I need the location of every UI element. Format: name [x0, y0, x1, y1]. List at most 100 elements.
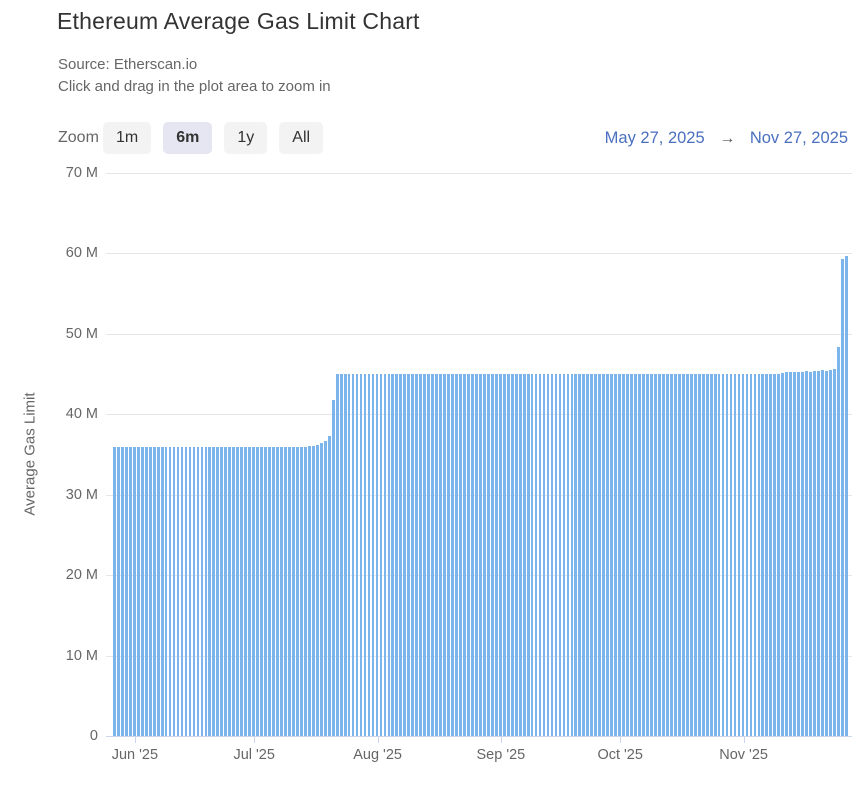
bar[interactable] — [757, 374, 761, 736]
bar[interactable] — [510, 374, 514, 736]
bar[interactable] — [415, 374, 419, 736]
bar[interactable] — [817, 370, 820, 736]
zoom-button-1y[interactable]: 1y — [224, 122, 268, 154]
bar[interactable] — [534, 374, 538, 736]
bar[interactable] — [451, 374, 454, 736]
bar[interactable] — [164, 447, 168, 736]
bar[interactable] — [403, 374, 407, 736]
bar[interactable] — [797, 372, 801, 736]
zoom-button-1m[interactable]: 1m — [103, 122, 152, 154]
bar[interactable] — [677, 374, 681, 736]
bar[interactable] — [833, 369, 836, 736]
bar[interactable] — [825, 370, 828, 736]
bar[interactable] — [431, 374, 435, 736]
bar[interactable] — [697, 374, 701, 736]
bar[interactable] — [701, 374, 705, 736]
bar[interactable] — [602, 374, 606, 736]
bar[interactable] — [272, 447, 275, 736]
bar[interactable] — [538, 374, 542, 736]
bar[interactable] — [228, 447, 232, 736]
bar[interactable] — [459, 374, 462, 736]
bar[interactable] — [216, 447, 220, 736]
bar[interactable] — [781, 373, 785, 736]
bar[interactable] — [240, 447, 244, 736]
bar[interactable] — [526, 374, 530, 736]
bar[interactable] — [339, 374, 343, 736]
bar[interactable] — [729, 374, 733, 736]
bar[interactable] — [486, 374, 490, 736]
bar[interactable] — [375, 374, 379, 736]
bar[interactable] — [665, 374, 669, 736]
bar[interactable] — [152, 447, 156, 736]
bar[interactable] — [662, 374, 665, 736]
bar[interactable] — [391, 374, 395, 736]
bar[interactable] — [610, 374, 614, 736]
bar[interactable] — [395, 374, 399, 736]
bar[interactable] — [132, 447, 136, 736]
bar[interactable] — [761, 374, 765, 736]
bar[interactable] — [654, 374, 657, 736]
bar[interactable] — [693, 374, 697, 736]
bar[interactable] — [598, 374, 602, 736]
bar[interactable] — [821, 370, 824, 736]
bar[interactable] — [212, 447, 216, 736]
bar[interactable] — [570, 374, 574, 736]
bar[interactable] — [355, 374, 359, 736]
bar[interactable] — [148, 447, 152, 736]
bar[interactable] — [482, 374, 486, 736]
bar[interactable] — [638, 374, 641, 736]
bar[interactable] — [841, 259, 844, 736]
zoom-button-6m[interactable]: 6m — [163, 122, 213, 154]
bar[interactable] — [685, 374, 689, 736]
bar[interactable] — [753, 374, 757, 736]
bar[interactable] — [498, 374, 502, 736]
bar[interactable] — [594, 374, 598, 736]
bar[interactable] — [359, 374, 363, 736]
bar[interactable] — [558, 374, 562, 736]
bar[interactable] — [383, 374, 387, 736]
zoom-button-all[interactable]: All — [279, 122, 324, 154]
bar[interactable] — [837, 346, 840, 736]
bar[interactable] — [124, 447, 128, 736]
bar[interactable] — [646, 374, 649, 736]
bar[interactable] — [745, 374, 749, 736]
bar[interactable] — [618, 374, 622, 736]
bar[interactable] — [634, 374, 637, 736]
bar[interactable] — [793, 371, 797, 736]
bar[interactable] — [292, 447, 295, 736]
bar[interactable] — [427, 374, 431, 736]
bar[interactable] — [642, 374, 645, 736]
bar[interactable] — [439, 374, 442, 736]
bar[interactable] — [650, 374, 653, 736]
bar[interactable] — [264, 447, 267, 736]
bar[interactable] — [582, 374, 586, 736]
bar[interactable] — [116, 447, 120, 736]
bar[interactable] — [689, 374, 693, 736]
bar[interactable] — [113, 447, 116, 736]
bar[interactable] — [518, 374, 522, 736]
bar[interactable] — [590, 374, 594, 736]
bar[interactable] — [299, 447, 303, 736]
bar[interactable] — [343, 374, 347, 736]
bar[interactable] — [200, 447, 204, 736]
bar[interactable] — [208, 447, 212, 736]
bar[interactable] — [244, 447, 248, 736]
bar[interactable] — [467, 374, 470, 736]
bar[interactable] — [248, 447, 252, 736]
bar[interactable] — [717, 374, 721, 736]
bar[interactable] — [733, 374, 737, 736]
bar[interactable] — [435, 374, 439, 736]
bar[interactable] — [550, 374, 554, 736]
bar[interactable] — [673, 374, 677, 736]
bar[interactable] — [705, 374, 709, 736]
bar[interactable] — [220, 447, 224, 736]
bar[interactable] — [490, 374, 494, 736]
bar[interactable] — [765, 374, 769, 736]
bar[interactable] — [574, 374, 578, 736]
bar[interactable] — [335, 374, 339, 736]
bar[interactable] — [725, 374, 729, 736]
bar[interactable] — [785, 372, 789, 736]
bar[interactable] — [801, 371, 805, 736]
bar[interactable] — [463, 374, 466, 736]
bar[interactable] — [192, 447, 196, 736]
